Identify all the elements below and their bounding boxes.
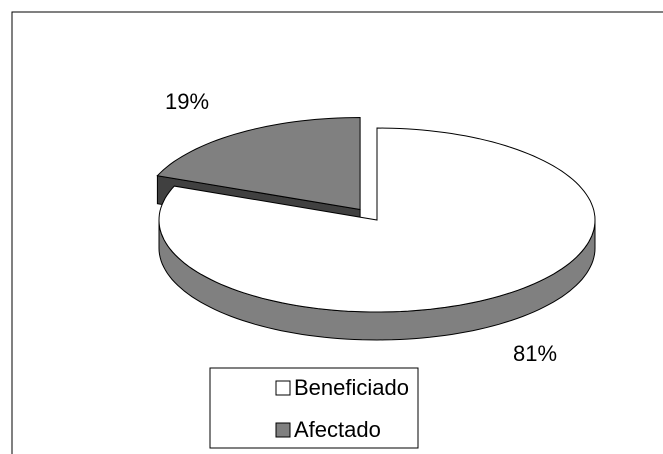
slice [158,127,596,313]
legend-swatch [275,380,291,396]
legend-label: Afectado [294,417,381,442]
legend-label: Beneficiado [294,375,409,400]
value-label: 19% [165,89,209,114]
legend-box [209,367,419,449]
legend-swatch [275,422,291,438]
plot-frame [11,11,663,454]
slice [156,116,361,211]
value-label: 81% [513,341,557,366]
